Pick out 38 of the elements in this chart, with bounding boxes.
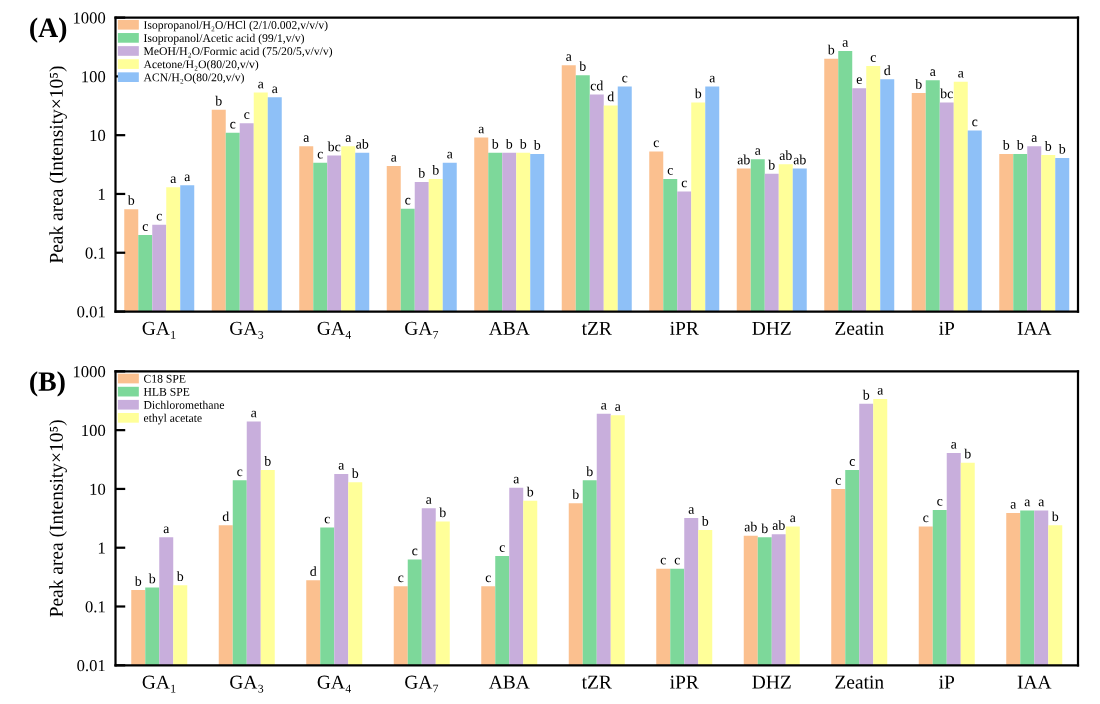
y-tick-label: 1 — [98, 188, 105, 200]
y-tick-label: 0.01 — [77, 659, 105, 672]
x-tick-label: GA₇ — [405, 321, 439, 339]
y-tick-label: 100 — [82, 424, 106, 437]
y-tick-label: 1000 — [73, 366, 106, 378]
y-axis-title: Peak area (Intensity×10⁵) — [49, 66, 67, 264]
x-tick-label: GA₁ — [142, 675, 176, 693]
y-tick-label: 10 — [90, 483, 106, 495]
x-tick-label: ABA — [488, 321, 530, 335]
x-tick-label: DHZ — [752, 322, 791, 335]
x-tick-label: iP — [939, 675, 955, 689]
x-tick-label: IAA — [1017, 675, 1052, 689]
x-tick-label: ABA — [488, 675, 530, 689]
y-tick-label: 0.01 — [77, 306, 105, 318]
y-axis-title: Peak area (Intensity×10⁵) — [49, 420, 67, 617]
x-tick-label: iPR — [670, 321, 699, 335]
x-tick-label: iPR — [670, 675, 699, 689]
x-tick-label: IAA — [1017, 321, 1052, 335]
y-tick-label: 100 — [82, 71, 106, 83]
x-tick-label: GA₇ — [405, 675, 439, 693]
y-tick-label: 0.1 — [85, 247, 105, 259]
x-tick-label: GA₃ — [230, 675, 264, 693]
x-tick-label: GA₁ — [142, 321, 176, 339]
x-tick-label: GA₃ — [230, 321, 264, 339]
x-tick-label: GA₄ — [317, 321, 352, 339]
x-tick-label: Zeatin — [835, 321, 884, 335]
y-tick-label: 0.1 — [85, 601, 105, 613]
x-tick-label: GA₄ — [317, 675, 352, 693]
x-tick-label: tZR — [581, 322, 612, 335]
x-tick-label: iP — [939, 321, 955, 335]
chart-title: (B) — [30, 371, 65, 397]
x-tick-label: tZR — [581, 675, 612, 689]
y-tick-label: 10 — [90, 129, 106, 142]
chart-title: (A) — [30, 17, 67, 43]
x-tick-label: DHZ — [752, 675, 791, 689]
x-tick-label: Zeatin — [835, 675, 884, 689]
y-tick-label: 1000 — [73, 12, 106, 24]
y-tick-label: 1 — [98, 542, 105, 554]
